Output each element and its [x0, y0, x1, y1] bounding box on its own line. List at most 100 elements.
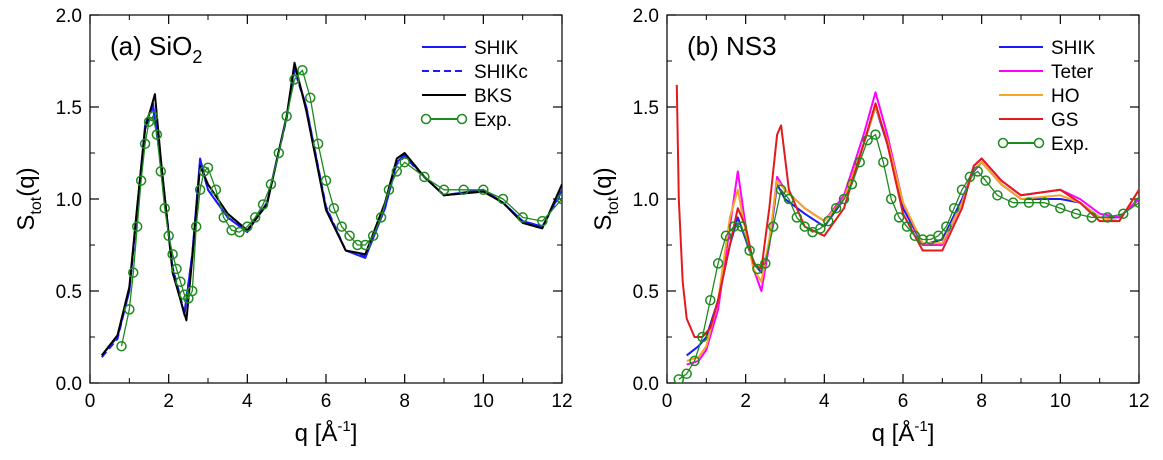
data-point-exp	[210, 184, 222, 196]
legend-label-exp: Exp.	[1051, 134, 1089, 155]
data-point-exp	[257, 199, 269, 210]
y-axis-label-end: (q)	[13, 167, 40, 196]
data-point-exp	[139, 138, 151, 150]
x-tick-label: 2	[163, 391, 174, 412]
data-point-exp	[1055, 202, 1066, 214]
data-point-exp	[917, 234, 928, 245]
data-point-exp	[760, 258, 771, 269]
data-point-exp	[775, 184, 787, 196]
data-point-exp	[399, 156, 410, 168]
data-point-exp	[135, 175, 147, 186]
data-point-exp	[218, 212, 229, 223]
panel-label: (a) SiO2	[110, 31, 202, 67]
data-point-exp	[312, 138, 324, 150]
data-point-exp	[712, 258, 724, 269]
x-axis-label: q [Å-1]	[872, 418, 935, 447]
data-point-exp	[941, 221, 952, 232]
data-point-exp	[736, 221, 747, 232]
data-point-exp	[289, 74, 300, 85]
data-point-exp	[537, 215, 548, 227]
data-point-exp	[124, 304, 135, 315]
data-point-exp	[273, 147, 285, 159]
legend-label-gs: GS	[1051, 110, 1078, 131]
data-point-exp	[517, 212, 528, 223]
legend: SHIK Teter HO GS Exp.	[997, 38, 1096, 155]
plot-area	[101, 61, 562, 358]
data-point-exp	[175, 276, 186, 288]
x-tick-label: 0	[85, 391, 96, 412]
data-point-exp	[948, 202, 960, 214]
data-point-exp	[151, 129, 163, 140]
legend-label-shik: SHIK	[474, 38, 519, 59]
series-line-exp	[678, 133, 1139, 380]
data-point-exp	[234, 226, 245, 238]
data-point-exp	[375, 212, 387, 223]
data-point-exp	[478, 184, 489, 196]
y-axis-label-end: (q)	[590, 167, 617, 196]
y-axis-label-sub: tot	[605, 196, 622, 214]
data-point-exp	[854, 156, 865, 168]
data-point-exp	[202, 162, 214, 173]
data-point-exp	[689, 355, 700, 367]
data-point-exp	[556, 193, 562, 205]
x-tick-label: 0	[662, 391, 673, 412]
data-point-exp	[767, 221, 779, 232]
data-point-exp	[720, 230, 732, 242]
data-point-exp	[980, 175, 991, 186]
x-axis-label-base: q [Å	[295, 419, 338, 447]
legend-label-teter: Teter	[1051, 62, 1094, 83]
data-point-exp	[933, 230, 944, 242]
data-point-exp	[116, 340, 127, 352]
data-point-exp	[838, 193, 850, 205]
panel-label-subscript: 2	[192, 47, 202, 67]
data-point-exp	[187, 285, 198, 297]
data-point-exp	[1102, 212, 1113, 223]
data-point-exp	[226, 225, 237, 236]
data-point-exp	[497, 193, 509, 205]
data-point-exp	[705, 294, 716, 306]
data-point-exp	[336, 221, 347, 232]
series-line-exp	[120, 69, 562, 347]
x-axis-label-end: ]	[351, 420, 358, 447]
y-tick-label: 0.0	[56, 374, 82, 395]
y-tick-label: 0.0	[633, 374, 659, 395]
data-point-exp	[281, 110, 292, 122]
data-point-exp	[1039, 197, 1050, 208]
data-point-exp	[697, 331, 708, 343]
data-point-exp	[128, 267, 139, 278]
plot-area	[673, 84, 1139, 383]
data-point-exp	[265, 179, 277, 190]
x-tick-label: 10	[1050, 391, 1071, 412]
data-point-exp	[297, 64, 308, 76]
data-point-exp	[249, 212, 261, 223]
y-axis-label-base: S	[13, 215, 40, 231]
x-tick-label: 12	[1128, 391, 1149, 412]
data-point-exp	[190, 221, 202, 232]
data-point-exp	[458, 184, 469, 196]
y-axis-label: Stot(q)	[13, 167, 45, 230]
panel-label-text: (a) SiO	[110, 31, 192, 61]
data-point-exp	[367, 230, 379, 242]
data-point-exp	[242, 221, 253, 232]
data-point-exp	[956, 184, 968, 196]
x-tick-label: 6	[321, 391, 332, 412]
x-tick-label: 4	[819, 391, 830, 412]
x-axis-label-sup: -1	[337, 418, 350, 435]
data-point-exp	[1070, 208, 1082, 219]
data-point-exp	[964, 171, 976, 183]
data-point-exp	[791, 212, 803, 223]
data-point-exp	[328, 202, 340, 214]
legend-marker-exp	[997, 137, 1009, 149]
data-point-exp	[862, 134, 873, 146]
y-tick-label: 2.0	[56, 6, 82, 27]
y-tick-label: 1.5	[633, 98, 659, 119]
chart-panel-1: 0 2 4 6 8 10 12 0.0 0.5 1.0 1.5 2.0 q [Å-1] Stot(q) (a…	[13, 6, 573, 447]
data-point-exp	[972, 166, 983, 177]
legend-label-ho: HO	[1051, 86, 1080, 107]
data-point-exp	[744, 245, 755, 256]
data-point-exp	[1023, 197, 1035, 208]
data-point-exp	[163, 230, 174, 242]
data-point-exp	[846, 179, 858, 190]
y-tick-label: 2.0	[633, 6, 659, 27]
